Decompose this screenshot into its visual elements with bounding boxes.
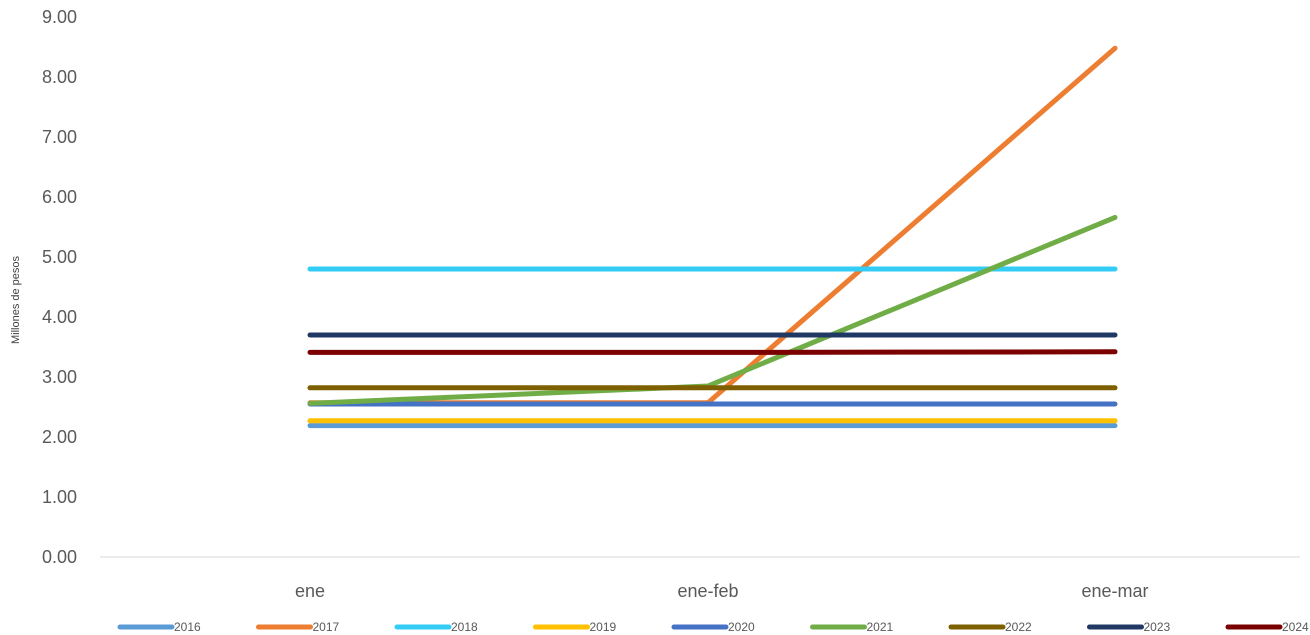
y-axis-label: Millones de pesos <box>10 255 22 344</box>
legend-label: 2016 <box>174 620 201 634</box>
legend: 2016 2017 2018 2019 2020 2021 2022 2023 2024 <box>117 620 1309 634</box>
y-tick-label: 6.00 <box>42 187 77 207</box>
legend-item: 2018 <box>394 620 478 634</box>
y-axis-ticks: 0.00 1.00 2.00 3.00 4.00 5.00 6.00 7.00 8.00 9.00 <box>42 7 77 567</box>
legend-item: 2022 <box>948 620 1032 634</box>
x-tick-label: ene-feb <box>677 581 738 601</box>
legend-item: 2020 <box>671 620 755 634</box>
legend-label: 2023 <box>1144 620 1171 634</box>
x-tick-label: ene <box>295 581 325 601</box>
legend-item: 2016 <box>117 620 201 634</box>
legend-item: 2017 <box>256 620 340 634</box>
y-tick-label: 9.00 <box>42 7 77 27</box>
y-tick-label: 8.00 <box>42 67 77 87</box>
x-tick-label: ene-mar <box>1081 581 1148 601</box>
series-lines <box>307 45 1118 429</box>
legend-item: 2024 <box>1225 620 1309 634</box>
y-tick-label: 7.00 <box>42 127 77 147</box>
y-tick-label: 5.00 <box>42 247 77 267</box>
y-tick-label: 4.00 <box>42 307 77 327</box>
legend-label: 2019 <box>590 620 617 634</box>
legend-label: 2020 <box>728 620 755 634</box>
legend-label: 2018 <box>451 620 478 634</box>
series-line-2021 <box>307 214 1118 406</box>
legend-label: 2021 <box>867 620 894 634</box>
y-tick-label: 3.00 <box>42 367 77 387</box>
series-line-2024 <box>307 349 1118 355</box>
legend-label: 2024 <box>1282 620 1309 634</box>
legend-item: 2021 <box>810 620 894 634</box>
legend-label: 2017 <box>313 620 340 634</box>
y-tick-label: 0.00 <box>42 547 77 567</box>
y-tick-label: 2.00 <box>42 427 77 447</box>
legend-item: 2019 <box>533 620 617 634</box>
legend-label: 2022 <box>1005 620 1032 634</box>
x-axis-ticks: ene ene-feb ene-mar <box>295 581 1149 601</box>
y-tick-label: 1.00 <box>42 487 77 507</box>
legend-item: 2023 <box>1087 620 1171 634</box>
